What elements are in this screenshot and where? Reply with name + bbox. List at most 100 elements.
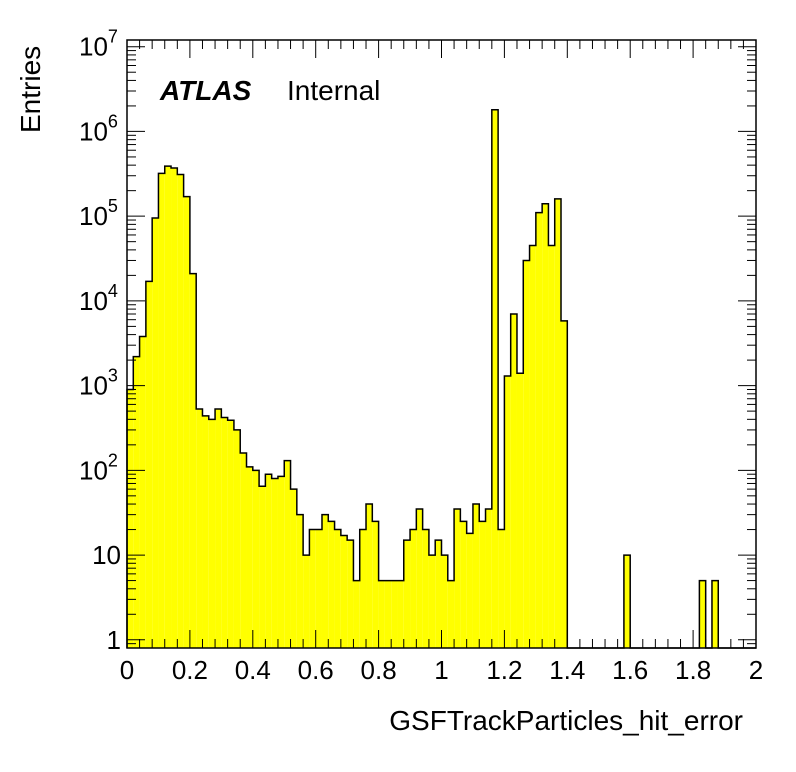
histogram-bin bbox=[529, 245, 536, 648]
histogram-bin bbox=[454, 508, 461, 648]
x-tick-label: 0.8 bbox=[361, 655, 397, 685]
histogram-bin bbox=[397, 580, 404, 648]
histogram-bin bbox=[466, 533, 473, 648]
x-tick-label: 1 bbox=[434, 655, 448, 685]
histogram-bin bbox=[208, 419, 216, 648]
histogram-bin bbox=[460, 521, 467, 648]
histogram-bin bbox=[472, 504, 480, 648]
y-tick-label: 102 bbox=[79, 450, 118, 485]
histogram-bin bbox=[183, 196, 190, 648]
histogram-bin bbox=[171, 168, 178, 649]
x-tick-label: 1.2 bbox=[486, 655, 522, 685]
histogram-bin bbox=[233, 429, 241, 648]
histogram-bin bbox=[403, 540, 411, 648]
x-tick-label: 1.4 bbox=[549, 655, 585, 685]
histogram-bin bbox=[372, 521, 379, 648]
histogram-bin bbox=[384, 580, 392, 648]
histogram-bin bbox=[215, 408, 222, 648]
histogram-bin bbox=[139, 336, 146, 648]
y-tick-label: 104 bbox=[79, 281, 118, 316]
histogram-bin bbox=[309, 529, 316, 648]
histogram-bin bbox=[347, 540, 354, 648]
x-tick-label: 0.4 bbox=[235, 655, 271, 685]
histogram-bin bbox=[435, 540, 442, 648]
histogram-bin bbox=[127, 389, 134, 648]
histogram-bin bbox=[164, 166, 172, 649]
histogram-bin bbox=[145, 281, 153, 648]
histogram-bin bbox=[271, 478, 278, 648]
y-tick-labels: 1 10 102 103 104 105 106 107 bbox=[79, 27, 121, 655]
histogram-bin bbox=[523, 260, 530, 648]
histogram-bin bbox=[303, 555, 310, 648]
x-tick-label: 0 bbox=[120, 655, 134, 685]
histogram-bin bbox=[296, 514, 304, 648]
histogram-bin bbox=[321, 514, 329, 648]
histogram-bin bbox=[561, 320, 568, 648]
histogram-bin bbox=[504, 375, 511, 648]
y-tick-label: 1 bbox=[107, 625, 121, 655]
histogram-bin bbox=[277, 476, 285, 648]
histogram-bin bbox=[189, 273, 197, 648]
histogram-bin bbox=[265, 474, 272, 648]
internal-label: Internal bbox=[287, 75, 380, 106]
histogram-bin bbox=[485, 508, 492, 648]
histogram-bin bbox=[441, 555, 448, 648]
histogram-bin bbox=[447, 580, 455, 648]
histogram-bin bbox=[202, 415, 209, 648]
histogram-bin bbox=[542, 203, 549, 648]
y-tick-label: 106 bbox=[79, 111, 118, 146]
atlas-label: ATLAS bbox=[159, 75, 252, 106]
histogram-bin bbox=[246, 466, 253, 648]
histogram-bin bbox=[334, 529, 341, 648]
histogram-bin bbox=[353, 580, 360, 648]
histogram-bin bbox=[359, 529, 367, 648]
histogram-bin bbox=[428, 555, 436, 648]
y-tick-label: 107 bbox=[79, 27, 118, 62]
histogram-bin bbox=[422, 529, 429, 648]
histogram-bin bbox=[479, 521, 486, 648]
histogram-bin bbox=[410, 529, 417, 648]
histogram-bin bbox=[221, 417, 228, 648]
histogram-bin bbox=[498, 529, 505, 648]
histogram-bin bbox=[328, 521, 335, 648]
histogram-bin bbox=[290, 489, 297, 648]
x-tick-label: 2 bbox=[749, 655, 763, 685]
x-tick-label: 1.6 bbox=[612, 655, 648, 685]
x-tick-label: 0.6 bbox=[298, 655, 334, 685]
histogram-bin bbox=[340, 535, 348, 648]
histogram-bin bbox=[391, 580, 398, 648]
histogram-bin bbox=[510, 314, 517, 648]
histogram-bin bbox=[548, 245, 555, 648]
histogram-bin bbox=[516, 373, 524, 648]
histogram-bin bbox=[152, 218, 159, 648]
histogram-bin bbox=[227, 420, 234, 648]
histogram-bin bbox=[259, 486, 266, 648]
histogram-bin bbox=[623, 555, 631, 648]
histogram-bars bbox=[127, 109, 719, 649]
axis-ticks bbox=[126, 40, 757, 649]
histogram-bin bbox=[240, 453, 247, 648]
y-tick-label: 105 bbox=[79, 196, 118, 231]
y-axis-title: Entries bbox=[15, 46, 46, 133]
histogram-bin bbox=[491, 109, 499, 648]
histogram-bin bbox=[554, 198, 562, 649]
histogram-bin bbox=[416, 508, 423, 648]
x-axis-title: GSFTrackParticles_hit_error bbox=[389, 705, 743, 736]
histogram-bin bbox=[699, 580, 706, 648]
y-tick-label: 103 bbox=[79, 366, 118, 401]
x-tick-label: 0.2 bbox=[172, 655, 208, 685]
histogram-bin bbox=[196, 408, 203, 648]
histogram-bin bbox=[535, 212, 543, 648]
histogram-bin bbox=[252, 470, 260, 648]
histogram-bin bbox=[284, 460, 291, 648]
histogram-bin bbox=[158, 173, 165, 649]
x-tick-labels: 0 0.2 0.4 0.6 0.8 1 1.2 1.4 1.6 1.8 2 bbox=[120, 655, 763, 685]
histogram-bin bbox=[711, 580, 719, 648]
histogram-bin bbox=[366, 504, 373, 648]
y-tick-label: 10 bbox=[92, 540, 121, 570]
histogram-bin bbox=[177, 174, 184, 648]
x-tick-label: 1.8 bbox=[675, 655, 711, 685]
histogram-bin bbox=[133, 356, 140, 648]
histogram-bin bbox=[378, 580, 385, 648]
